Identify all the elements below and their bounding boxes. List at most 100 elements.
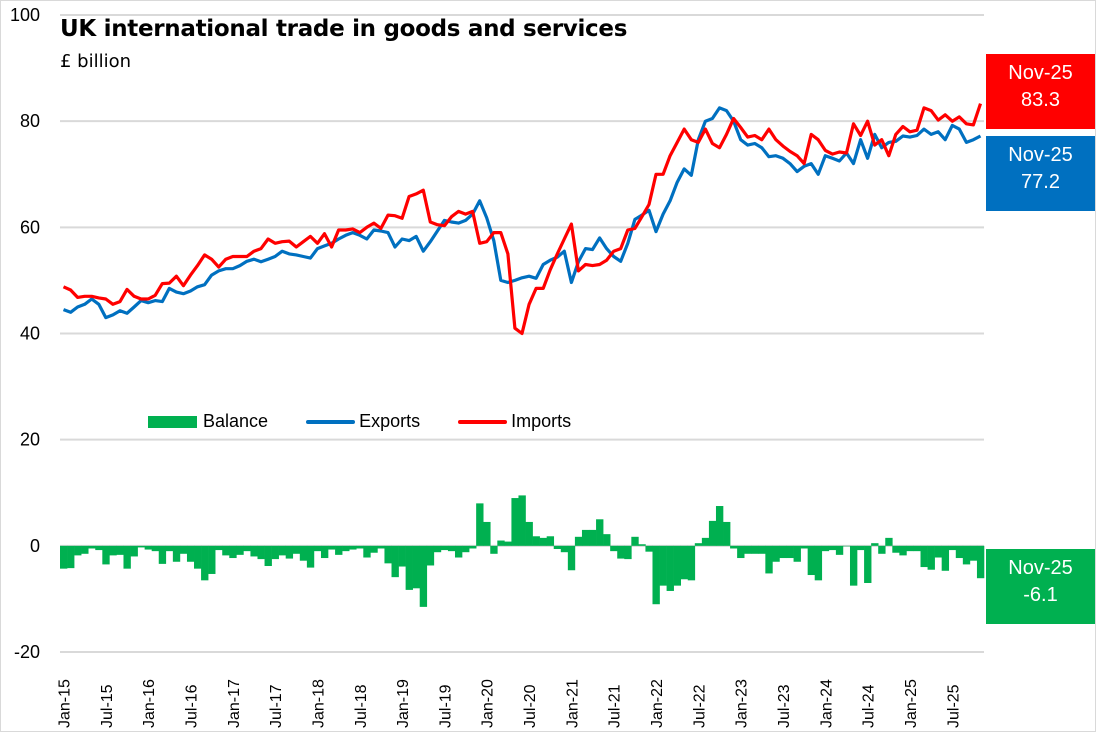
balance-bar xyxy=(250,545,258,557)
balance-bar xyxy=(81,545,89,554)
x-tick-label: Jan-18 xyxy=(310,679,327,728)
balance-bar xyxy=(821,545,830,552)
x-tick-label: Jul-18 xyxy=(353,684,370,728)
balance-bar xyxy=(899,545,907,556)
balance-bar xyxy=(349,545,357,550)
balance-bar xyxy=(236,545,244,555)
balance-bar xyxy=(328,545,336,550)
x-tick-label: Jul-15 xyxy=(99,684,116,728)
balance-bar xyxy=(574,536,583,546)
balance-bar xyxy=(123,545,131,569)
balance-bar xyxy=(553,545,562,550)
balance-bar xyxy=(151,545,160,552)
balance-bar xyxy=(913,545,921,552)
balance-bar xyxy=(384,545,392,564)
balance-bar xyxy=(560,545,569,553)
balance-bar xyxy=(864,545,872,583)
x-tick-label: Jul-17 xyxy=(268,684,285,728)
balance-bar xyxy=(546,536,555,546)
balance-bar xyxy=(440,545,449,551)
balance-bar xyxy=(88,545,96,549)
legend-item-exports: Exports xyxy=(306,411,420,432)
balance-bar xyxy=(694,543,703,546)
balance-bar xyxy=(849,545,858,586)
x-tick-label: Jul-24 xyxy=(861,684,878,728)
balance-bar xyxy=(320,545,329,559)
balance-bar xyxy=(285,545,294,559)
balance-bar xyxy=(962,545,971,565)
balance-bar xyxy=(603,534,611,546)
balance-bar xyxy=(737,545,745,559)
balance-bar xyxy=(469,545,477,549)
balance-bar xyxy=(708,520,717,546)
balance-bar xyxy=(313,545,322,552)
balance-bar xyxy=(335,545,343,555)
balance-bar xyxy=(454,545,463,558)
balance-bar xyxy=(807,545,816,576)
callout-imports-value: 83.3 xyxy=(1021,89,1060,111)
balance-bar xyxy=(144,545,152,550)
balance-bar xyxy=(567,545,576,571)
balance-bar xyxy=(102,545,110,565)
balance-bar xyxy=(969,545,978,561)
balance-bar xyxy=(356,545,364,549)
balance-bar xyxy=(342,545,350,552)
imports-line xyxy=(62,103,983,336)
x-tick-label: Jul-23 xyxy=(776,684,793,728)
y-tick-label: 80 xyxy=(20,111,40,131)
x-tick-label: Jan-25 xyxy=(903,679,920,728)
balance-bar xyxy=(715,506,724,546)
y-tick-label: 60 xyxy=(20,217,40,237)
balance-bar xyxy=(617,545,625,559)
legend: Balance Exports Imports xyxy=(148,411,609,432)
callout-balance-period: Nov-25 xyxy=(1008,557,1073,579)
balance-bar xyxy=(271,545,279,560)
balance-bar xyxy=(779,545,787,559)
exports-line xyxy=(62,106,982,320)
callout-imports-period: Nov-25 xyxy=(1008,62,1073,84)
balance-bar xyxy=(581,529,590,546)
callout-balance-value: -6.1 xyxy=(1023,584,1058,606)
balance-bar xyxy=(370,545,378,553)
y-tick-label: 100 xyxy=(10,5,40,25)
balance-bar xyxy=(518,495,526,546)
balance-bar xyxy=(419,545,428,607)
legend-label-imports: Imports xyxy=(511,411,572,431)
balance-bar xyxy=(976,545,985,579)
balance-bar xyxy=(525,521,533,546)
balance-bar xyxy=(680,545,689,580)
balance-bar xyxy=(532,536,540,546)
balance-bar xyxy=(137,545,145,548)
balance-bar xyxy=(433,545,442,553)
balance-bar xyxy=(462,545,470,553)
x-tick-label: Jul-22 xyxy=(691,684,708,728)
balance-bar xyxy=(800,545,808,549)
balance-bar xyxy=(95,545,103,551)
balance-bar xyxy=(264,545,272,567)
balance-bar xyxy=(447,545,456,552)
x-tick-label: Jan-22 xyxy=(649,679,666,728)
callout-imports: Nov-25 83.3 xyxy=(986,54,1095,129)
balance-bar xyxy=(723,521,731,546)
balance-bar xyxy=(278,545,287,556)
balance-bar xyxy=(857,545,865,551)
series-lines xyxy=(62,103,983,336)
balance-bar xyxy=(828,545,837,551)
balance-bar xyxy=(687,545,696,581)
x-tick-label: Jan-20 xyxy=(480,679,497,728)
balance-bar xyxy=(194,545,202,569)
y-tick-label: -20 xyxy=(14,642,40,662)
legend-swatch-balance xyxy=(148,415,197,428)
balance-bar xyxy=(186,545,195,562)
balance-bar xyxy=(292,545,301,554)
balance-bar xyxy=(398,545,406,567)
x-tick-label: Jul-25 xyxy=(945,684,962,728)
balance-bar xyxy=(426,545,435,566)
x-tick-label: Jan-19 xyxy=(395,679,412,728)
balance-bar xyxy=(222,545,230,556)
chart-subtitle: £ billion xyxy=(60,51,132,72)
balance-bar xyxy=(257,545,265,560)
balance-bar xyxy=(116,545,124,555)
balance-bar xyxy=(74,545,82,556)
balance-bar xyxy=(645,545,653,552)
